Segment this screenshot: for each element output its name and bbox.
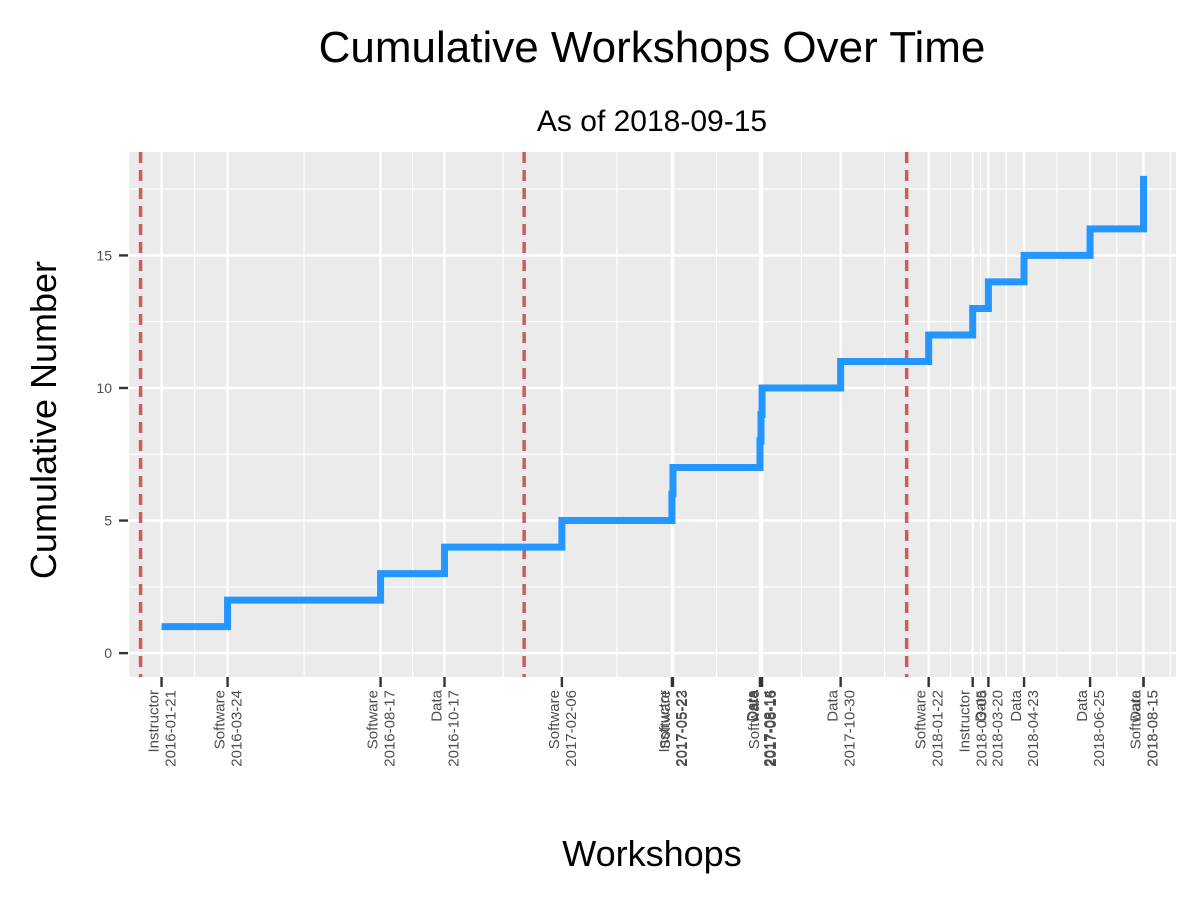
x-tick-label-type: Data: [1074, 689, 1091, 721]
x-tick-label-date: 2018-08-15: [1145, 690, 1162, 767]
x-tick-label-date: 2018-01-22: [930, 690, 947, 767]
x-tick-label-date: 2016-01-21: [163, 690, 180, 767]
x-tick-label: Data 2017-08-14: [744, 689, 778, 766]
cumulative-step-line: [161, 175, 1148, 631]
x-tick-label-type: Software: [1128, 690, 1145, 749]
x-tick-label-date: 2017-08-15: [762, 690, 779, 767]
x-tick-label-type: Data: [972, 689, 989, 721]
x-tick-label-date: 2018-06-25: [1091, 690, 1108, 767]
x-tick-label-date: 2018-08-15: [1145, 690, 1162, 767]
x-tick-label-type: Software: [212, 690, 229, 749]
x-tick-label-date: 2017-05-22: [673, 690, 690, 767]
x-tick-label-type: Data: [428, 689, 445, 721]
y-tick-label: 5: [104, 513, 112, 529]
x-tick-label: Software 2017-05-23: [657, 690, 691, 767]
x-tick-label-type: Software: [657, 690, 674, 749]
x-tick-label: Software 2018-08-15: [1128, 690, 1162, 767]
x-tick-label-type: Instructor: [957, 690, 974, 753]
x-tick-label-date: 2018-04-23: [1025, 690, 1042, 767]
x-tick-label-date: 2017-02-06: [563, 690, 580, 767]
y-axis-title: Cumulative Number: [23, 261, 64, 579]
x-tick-label: Software 2016-08-17: [365, 690, 399, 767]
x-tick-label: Software 2017-02-06: [546, 690, 580, 767]
x-tick-label-type: Instructor: [146, 690, 163, 753]
x-tick-label-date: 2016-10-17: [445, 690, 462, 767]
x-tick-label: Software 2016-03-24: [212, 690, 246, 767]
x-tick-label: Software 2017-08-16: [746, 690, 780, 767]
x-tick-label-date: 2017-08-14: [761, 690, 778, 767]
x-tick-label-type: Software: [365, 690, 382, 749]
x-tick-label-date: 2017-05-23: [674, 690, 691, 767]
x-tick-label: Data 2018-06-25: [1074, 689, 1108, 766]
x-tick-label-date: 2016-03-24: [229, 690, 246, 767]
x-tick-label-type: Data: [1128, 689, 1145, 721]
x-tick-label-date: 2017-08-16: [763, 690, 780, 767]
x-tick-label-type: Software: [913, 690, 930, 749]
chart-subtitle: As of 2018-09-15: [537, 105, 767, 138]
x-tick-label-type: Instructor: [656, 690, 673, 753]
x-tick-label-type: Software: [746, 690, 763, 749]
x-axis-title: Workshops: [562, 833, 741, 874]
y-tick-label: 15: [96, 247, 112, 263]
x-tick-label: Instructor 2018-03-05: [957, 690, 991, 767]
y-tick-label: 10: [96, 380, 112, 396]
x-tick-label: Data 2017-10-30: [825, 689, 859, 766]
x-tick-label: Data 2017-08-15: [745, 689, 779, 766]
x-tick-label-type: Software: [546, 690, 563, 749]
x-tick-label-date: 2018-03-20: [989, 690, 1006, 767]
x-tick-label-date: 2018-03-05: [974, 690, 991, 767]
x-tick-label: Instructor 2016-01-21: [146, 690, 180, 767]
x-tick-label: Data 2016-10-17: [428, 689, 462, 766]
plot-panel: [128, 152, 1176, 677]
chart-title: Cumulative Workshops Over Time: [319, 23, 986, 72]
x-tick-label: Data 2018-04-23: [1008, 689, 1042, 766]
x-tick-label: Software 2018-01-22: [913, 690, 947, 767]
y-tick-label: 0: [104, 645, 112, 661]
x-tick-label-date: 2016-08-17: [382, 690, 399, 767]
x-tick-label: Instructor 2017-05-22: [656, 690, 690, 767]
x-tick-label-date: 2017-10-30: [842, 690, 859, 767]
x-tick-label-type: Data: [745, 689, 762, 721]
x-tick-label: Data 2018-03-20: [972, 689, 1006, 766]
x-tick-label-type: Data: [744, 689, 761, 721]
x-tick-label-type: Data: [825, 689, 842, 721]
x-tick-label-type: Data: [1008, 689, 1025, 721]
x-tick-label: Data 2018-08-15: [1128, 689, 1162, 766]
